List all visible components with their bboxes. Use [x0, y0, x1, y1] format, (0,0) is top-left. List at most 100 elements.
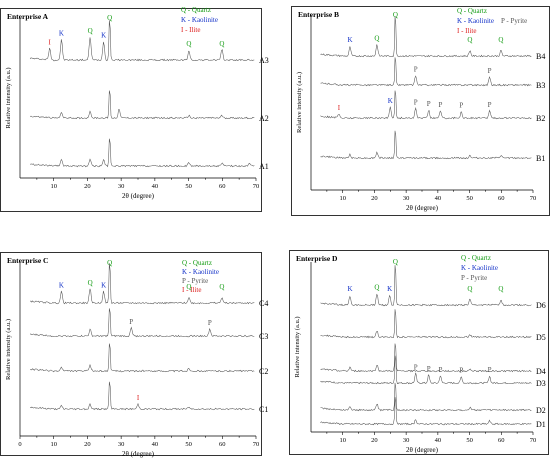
xrd-trace-c1: [29, 381, 255, 411]
panel-frame: [291, 6, 550, 216]
panel-frame: [289, 250, 549, 455]
xrd-trace-d2: [320, 382, 532, 412]
chart-title: Enterprise D: [296, 254, 338, 263]
peak-label-kaolinite: K: [59, 29, 64, 37]
y-axis-label: Relative intensity (a.u.): [294, 316, 301, 377]
peak-label-quartz: Q: [107, 14, 112, 22]
peak-label-pyrite: P: [488, 101, 492, 109]
legend-entry-kaolinite: K - Kaolinite: [182, 268, 219, 276]
x-axis-label: 2θ (degree): [122, 192, 155, 200]
chart-title: Enterprise A: [7, 12, 49, 21]
legend-entry-illite: I - Ilite: [457, 27, 476, 35]
series-label-a3: A3: [259, 56, 269, 65]
x-tick-label: 70: [530, 437, 537, 444]
x-tick-label: 30: [118, 441, 125, 448]
x-axis-label: 2θ (degree): [406, 446, 439, 454]
peak-label-pyrite: P: [459, 102, 463, 110]
series-label-c3: C3: [259, 332, 268, 341]
x-tick-label: 40: [435, 195, 442, 202]
x-tick-label: 20: [371, 195, 378, 202]
peak-label-quartz: Q: [186, 40, 191, 48]
peak-label-kaolinite: K: [347, 285, 352, 293]
chart-panel-b: Enterprise B 10 20 30 40 50 60 70 2θ (degree) Rel…: [291, 6, 550, 216]
peak-label-quartz: Q: [219, 40, 224, 48]
legend-entry-pyrite: P - Pyrite: [501, 17, 527, 25]
peak-label-pyrite: P: [208, 319, 212, 327]
peak-label-pyrite: P: [459, 367, 463, 375]
series-label-c4: C4: [259, 299, 268, 308]
legend-entry-illite: I - Ilite: [181, 26, 200, 34]
peak-label-pyrite: P: [438, 366, 442, 374]
x-tick-label: 40: [435, 437, 442, 444]
x-tick-label: 60: [219, 441, 226, 448]
xrd-trace-c3: [29, 308, 255, 338]
series-label-a1: A1: [259, 162, 269, 171]
x-axis-label: 2θ (degree): [406, 204, 439, 212]
panel-frame: [0, 8, 262, 212]
series-label-c1: C1: [259, 405, 268, 414]
peak-label-illite: I: [338, 104, 341, 112]
x-tick-label: 40: [152, 183, 159, 190]
peak-label-pyrite: P: [414, 98, 418, 106]
xrd-trace-d4: [320, 343, 532, 373]
peak-label-pyrite: P: [414, 363, 418, 371]
series-label-d4: D4: [536, 367, 546, 376]
peak-label-pyrite: P: [414, 65, 418, 73]
xrd-trace-a3: [29, 20, 255, 62]
legend-entry-quartz: Q - Quartz: [457, 7, 487, 15]
x-tick-label: 10: [50, 183, 57, 190]
series-label-d2: D2: [536, 406, 546, 415]
peak-label-pyrite: P: [488, 67, 492, 75]
peak-label-quartz: Q: [374, 35, 379, 43]
peak-label-kaolinite: K: [347, 36, 352, 44]
xrd-trace-c2: [30, 343, 255, 373]
chart-panel-a: Enterprise A 10 20 30 40 50 60 70 2θ (degree) Rel…: [0, 6, 269, 212]
chart-panel-c: Enterprise C 0 10 20 30 40 50 60 70 2θ (degree) Re…: [0, 252, 268, 458]
x-tick-label: 40: [152, 441, 159, 448]
x-tick-label: 70: [530, 195, 537, 202]
legend-entry-kaolinite: K - Kaolinite: [457, 17, 494, 25]
peak-label-pyrite: P: [427, 100, 431, 108]
peak-label-quartz: Q: [393, 11, 398, 19]
peak-label-quartz: Q: [467, 285, 472, 293]
series-label-c2: C2: [259, 367, 268, 376]
chart-title: Enterprise B: [298, 10, 339, 19]
peak-label-pyrite: P: [438, 101, 442, 109]
peak-label-quartz: Q: [374, 284, 379, 292]
peak-label-pyrite: P: [427, 365, 431, 373]
x-tick-label: 10: [50, 441, 57, 448]
x-tick-label: 20: [84, 441, 91, 448]
xrd-trace-a2: [29, 90, 255, 120]
x-tick-label: 20: [371, 437, 378, 444]
xrd-trace-b2: [320, 90, 532, 120]
xrd-trace-b3: [320, 57, 532, 87]
y-axis-label: Relative intensity (a.u.): [5, 67, 12, 128]
x-tick-label: 50: [185, 183, 192, 190]
peak-label-kaolinite: K: [387, 285, 392, 293]
peak-label-kaolinite: K: [101, 32, 106, 40]
peak-label-pyrite: P: [488, 366, 492, 374]
xrd-trace-c4: [30, 263, 255, 305]
x-axis-label: 2θ (degree): [122, 450, 155, 458]
series-label-d6: D6: [536, 301, 546, 310]
xrd-trace-d5: [320, 309, 532, 339]
peak-label-quartz: Q: [467, 36, 472, 44]
x-tick-label: 30: [403, 195, 410, 202]
peak-label-kaolinite: K: [59, 282, 64, 290]
series-label-b1: B1: [536, 154, 545, 163]
peak-label-quartz: Q: [88, 279, 93, 287]
xrd-trace-d1: [320, 397, 532, 426]
xrd-trace-b4: [320, 16, 532, 58]
x-tick-label: 30: [118, 183, 125, 190]
peak-label-quartz: Q: [88, 27, 93, 35]
peak-label-kaolinite: K: [101, 282, 106, 290]
x-tick-label: 50: [466, 195, 473, 202]
series-label-b4: B4: [536, 52, 545, 61]
peak-label-quartz: Q: [186, 283, 191, 291]
x-tick-label: 50: [185, 441, 192, 448]
legend-entry-illite: I - Ilite: [182, 286, 201, 294]
xrd-trace-d6: [320, 265, 532, 307]
xrd-trace-b1: [320, 130, 532, 160]
x-tick-label: 20: [84, 183, 91, 190]
